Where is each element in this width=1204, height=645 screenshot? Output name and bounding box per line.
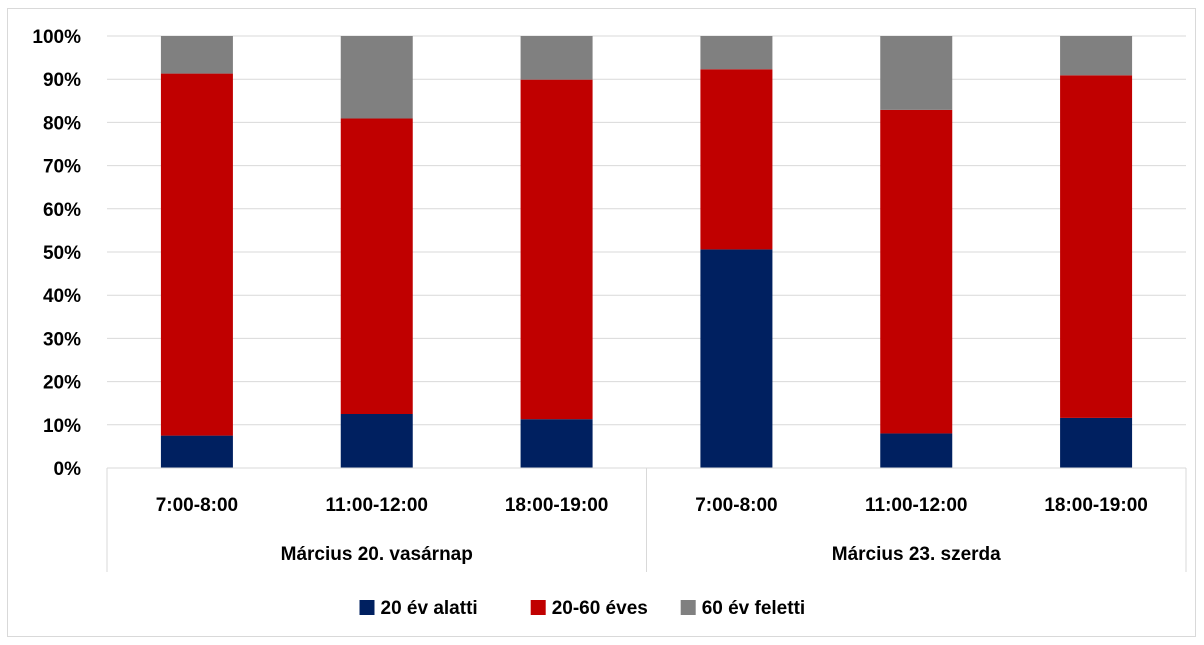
bar-segment [880,36,953,110]
y-tick-label: 70% [43,157,81,178]
x-tick-labels: 7:00-8:00 11:00-12:00 18:00-19:00 7:00-8:00… [156,495,1148,516]
bar-segment [160,435,233,468]
bar-segment [1060,417,1133,468]
legend-swatch [359,600,375,615]
y-tick-label: 30% [43,329,81,350]
bars [160,36,1133,468]
x-tick-label: 11:00-12:00 [326,495,428,516]
y-tick-label: 90% [43,70,81,91]
bar-segment [1060,36,1133,76]
x-tick-label: 7:00-8:00 [156,495,238,516]
x-tick-label: 11:00-12:00 [865,495,967,516]
y-tick-label: 60% [43,200,81,221]
group-labels: Március 20. vasárnap Március 23. szerda [281,544,1002,565]
bar-segment [700,249,773,468]
bar-segment [520,419,593,468]
y-tick-labels: 0% 10% 20% 30% 40% 50% 60% 70% 80% 90% 100% [32,27,81,480]
legend: 20 év alatti 20-60 éves 60 év feletti [359,598,806,619]
legend-swatch [680,600,696,615]
bar-segment [880,433,953,468]
y-tick-label: 20% [43,373,81,394]
legend-swatch [530,600,546,615]
bar-segment [700,69,773,250]
legend-label: 20 év alatti [381,598,478,619]
bar-segment [1060,75,1133,418]
bar-segment [160,73,233,436]
bar-segment [160,36,233,74]
bar-segment [340,36,413,119]
legend-label: 60 év feletti [702,598,806,619]
x-tick-label: 18:00-19:00 [1044,495,1148,516]
y-tick-label: 80% [43,113,81,134]
y-tick-label: 0% [54,459,82,480]
group-label: Március 20. vasárnap [281,544,473,565]
bar-segment [340,118,413,415]
y-tick-label: 100% [32,27,81,48]
axes [106,467,1187,572]
gridlines [107,35,1186,426]
bar-segment [520,36,593,80]
group-label: Március 23. szerda [832,544,1001,565]
bar-segment [520,79,593,420]
y-tick-label: 10% [43,416,81,437]
bar-segment [880,109,953,434]
y-tick-label: 40% [43,286,81,307]
legend-label: 20-60 éves [552,598,648,619]
x-tick-label: 7:00-8:00 [695,495,777,516]
bar-segment [700,36,773,70]
y-tick-label: 50% [43,243,81,264]
bar-segment [340,414,413,468]
x-tick-label: 18:00-19:00 [505,495,609,516]
